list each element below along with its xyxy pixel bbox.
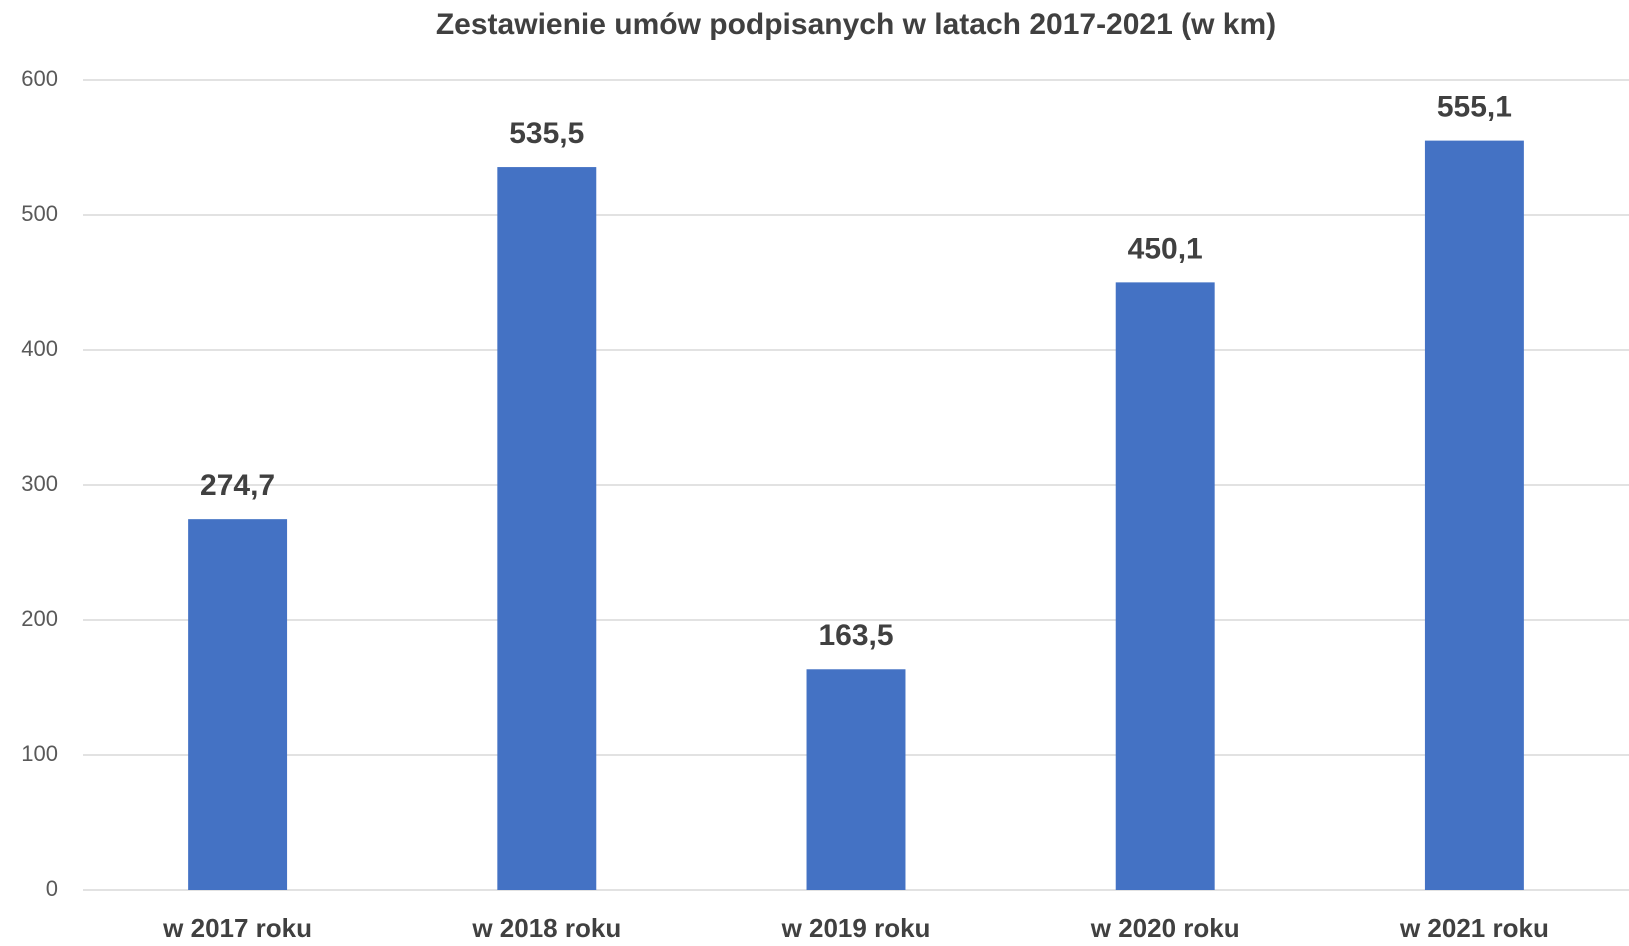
y-tick-label: 600 (21, 66, 58, 91)
x-tick-label: w 2020 roku (1090, 913, 1240, 943)
bar (188, 519, 288, 890)
y-tick-label: 0 (46, 876, 58, 901)
data-label: 163,5 (818, 619, 893, 652)
bar (1424, 140, 1524, 891)
bar (1115, 282, 1215, 890)
x-tick-label: w 2018 roku (471, 913, 621, 943)
x-tick-label: w 2017 roku (162, 913, 312, 943)
chart-title: Zestawienie umów podpisanych w latach 20… (436, 8, 1276, 41)
y-tick-label: 400 (21, 336, 58, 361)
x-tick-label: w 2019 roku (781, 913, 931, 943)
y-tick-label: 100 (21, 741, 58, 766)
data-label: 555,1 (1437, 91, 1512, 124)
bar (806, 669, 906, 890)
data-label: 274,7 (200, 469, 275, 502)
x-tick-label: w 2021 roku (1399, 913, 1549, 943)
y-tick-label: 300 (21, 471, 58, 496)
data-label: 450,1 (1128, 232, 1203, 265)
y-tick-label: 500 (21, 201, 58, 226)
y-tick-label: 200 (21, 606, 58, 631)
data-label: 535,5 (509, 117, 584, 150)
bar (497, 167, 597, 890)
